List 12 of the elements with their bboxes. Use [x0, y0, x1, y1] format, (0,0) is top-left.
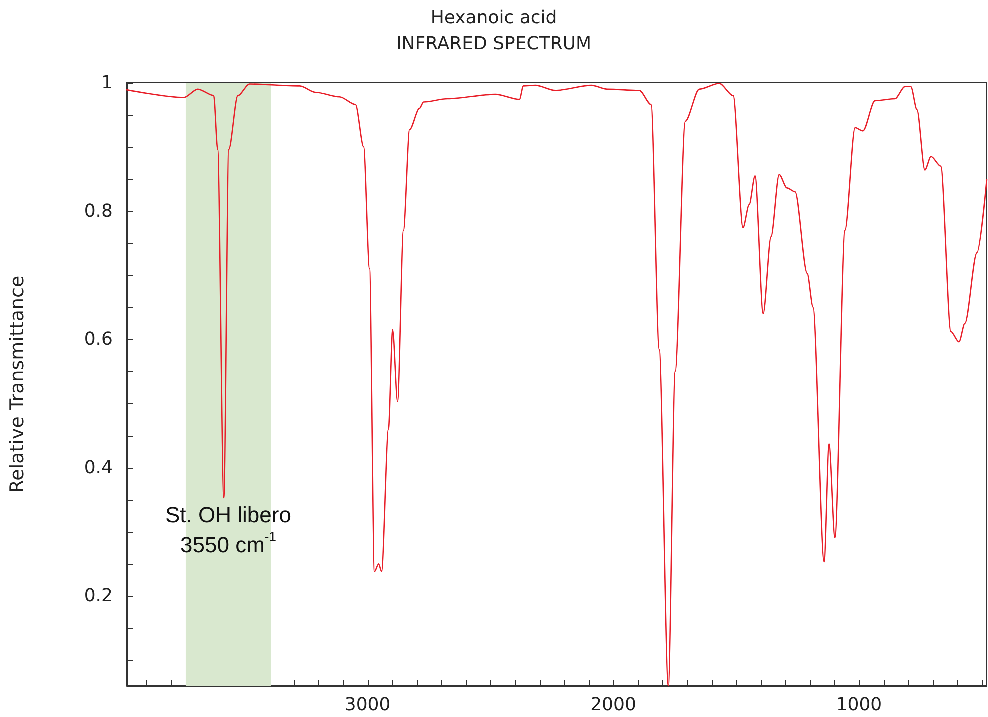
y-tick-label: 1: [102, 72, 113, 94]
chart-subtitle: INFRARED SPECTRUM: [396, 34, 592, 54]
y-tick-label: 0.2: [84, 586, 113, 607]
y-tick-label: 0.4: [84, 457, 113, 478]
chart-title: Hexanoic acid: [430, 8, 558, 28]
x-tick-label: 1000: [836, 694, 882, 716]
line-series: [126, 82, 988, 687]
x-tick-label: 2000: [590, 694, 636, 716]
y-tick-label: 0.8: [84, 200, 113, 222]
x-tick-label: 3000: [344, 694, 391, 716]
y-axis-title: Relative Transmittance: [6, 276, 28, 494]
y-tick-label: 0.6: [84, 329, 113, 350]
